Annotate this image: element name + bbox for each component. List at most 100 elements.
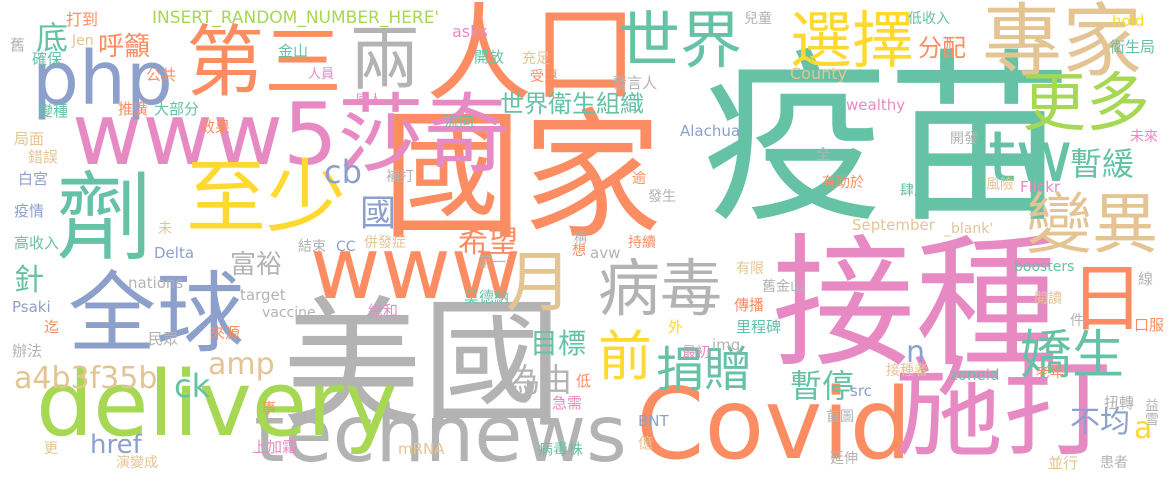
word-extend: 延伸 xyxy=(830,451,858,467)
word-flow: 流向 xyxy=(444,112,475,130)
word-choose: 選擇 xyxy=(790,4,915,77)
word-yixue: 益雪 xyxy=(1143,398,1159,426)
word-health-bureau: 衛生局 xyxy=(1110,38,1156,56)
word-strain: 病毒株 xyxy=(538,440,584,458)
word-open: 開放 xyxy=(474,48,505,66)
word-country: 國家 xyxy=(382,96,663,259)
word-occur: 發生 xyxy=(648,189,676,205)
word-vaccine-zh: 疫苗 xyxy=(702,32,1072,248)
word-helpful: 有助於 xyxy=(822,175,864,191)
word-sum: 總和 xyxy=(368,302,399,320)
word-on-grounds: 為由 xyxy=(508,361,573,399)
word-administer: 施打 xyxy=(895,347,1112,472)
word-county: County xyxy=(790,64,847,83)
word-usa: 美國 xyxy=(282,284,563,447)
word-hold: hold xyxy=(1112,12,1145,30)
word-cc: CC xyxy=(336,239,356,255)
word-benefit: 受惠 xyxy=(530,69,558,85)
word-www: www xyxy=(310,219,522,319)
word-avw: avw xyxy=(590,244,621,262)
word-not-yet: 未 xyxy=(158,221,172,237)
word-covid: Covid xyxy=(636,368,912,482)
word-get-shot: 打到 xyxy=(66,10,99,29)
word-delta: Delta xyxy=(154,244,195,262)
word-golden-mountain: 金山 xyxy=(278,42,309,60)
word-bnt: BNT xyxy=(638,412,669,430)
word-san-francisco: 舊金山 xyxy=(762,279,804,295)
word-cover-image: 首圖 xyxy=(826,409,854,425)
word-dose: 劑 xyxy=(56,162,152,274)
word-uneven: 不均 xyxy=(1070,405,1130,440)
word-personnel: 人員 xyxy=(308,67,335,82)
word-appeal: 呼籲 xyxy=(98,32,151,62)
word-epidemic: 疫情 xyxy=(14,202,45,220)
word-asks: asks xyxy=(452,22,488,41)
word-jen: Jen xyxy=(72,33,94,49)
word-effect: 效果 xyxy=(200,118,231,136)
word-nations: nations xyxy=(128,274,184,292)
word-sufficient: 充足 xyxy=(522,51,550,67)
word-who: 世界衛生組織 xyxy=(500,90,644,118)
word-alachua: Alachua xyxy=(680,122,741,140)
word-donate: 捐贈 xyxy=(656,342,753,398)
word-continue: 持續 xyxy=(628,235,656,251)
word-develop: 開發 xyxy=(950,131,978,147)
word-makeup-shot: 補打 xyxy=(386,169,414,185)
word-method: 辦法 xyxy=(12,342,43,360)
word-more-adv: 更 xyxy=(44,441,58,457)
word-moderna: 莫德納 xyxy=(464,288,510,306)
word-worse: 上加霜 xyxy=(252,438,298,456)
word-line: 線 xyxy=(1138,270,1154,288)
word-mrna: mRNA xyxy=(398,440,445,458)
word-urgent: 急需 xyxy=(552,394,583,412)
word-world: 世界 xyxy=(618,4,743,77)
word-risk: 風險 xyxy=(986,177,1014,193)
word-public: 公共 xyxy=(146,66,177,84)
word-parallel: 並行 xyxy=(1048,454,1079,472)
word-white-house: 白宮 xyxy=(18,170,49,188)
word-end: 結束 xyxy=(298,239,326,255)
word-wealthy-zh: 富裕 xyxy=(230,250,283,280)
word-cb: cb xyxy=(324,153,362,191)
word-mutation: 變種 xyxy=(38,102,69,120)
word-item: 件 xyxy=(1070,313,1084,329)
word-variant: 變異 xyxy=(1026,186,1158,263)
word-delivery: delivery xyxy=(36,352,398,457)
word-future: 未來 xyxy=(1130,129,1158,145)
word-vaccination: 接種 xyxy=(772,220,1058,387)
word-psaki: Psaki xyxy=(12,298,51,316)
word-php: php xyxy=(32,36,173,122)
word-high-income: 高收入 xyxy=(14,234,60,252)
word-boosters: boosters xyxy=(1014,259,1075,275)
word-hope: 希望 xyxy=(458,225,518,260)
word-oral: 口服 xyxy=(1134,316,1165,334)
word-spread: 傳播 xyxy=(734,296,765,314)
word-milestone: 里程碑 xyxy=(736,318,782,336)
word-call: 稱 xyxy=(574,231,588,246)
word-evolve: 演變成 xyxy=(116,455,158,471)
word-more: 更多 xyxy=(1022,67,1150,141)
word-before: 前 xyxy=(598,325,652,388)
word-reverse: 扭轉 xyxy=(1104,394,1135,412)
word-allocate: 分配 xyxy=(918,34,966,62)
word-third: 第三 xyxy=(186,18,343,108)
word-n: n xyxy=(906,335,926,370)
word-old: 舊 xyxy=(10,36,26,54)
word-wealthy: wealthy xyxy=(846,96,906,114)
word-all: 全 xyxy=(816,147,830,163)
word-low-income: 低收入 xyxy=(908,11,950,27)
word-expert: 專家 xyxy=(982,0,1142,88)
word-virus: 病毒 xyxy=(598,252,723,325)
word-insert-random-number: INSERT_RANDOM_NUMBER_HERE' xyxy=(152,8,440,28)
word-a4b3f35b: a4b3f35b xyxy=(14,361,158,396)
word-target: target xyxy=(240,286,286,304)
word-elderly: 老年 xyxy=(1036,365,1064,381)
word-source: 來源 xyxy=(210,324,241,342)
word-bottom: 底 xyxy=(36,19,69,57)
word-a: a xyxy=(1134,411,1153,446)
word-exceed: 逾 xyxy=(632,171,646,187)
word-at-least: 至少 xyxy=(186,151,346,244)
word-hundred-million: 億 xyxy=(638,434,654,452)
word-low: 低 xyxy=(576,372,592,390)
